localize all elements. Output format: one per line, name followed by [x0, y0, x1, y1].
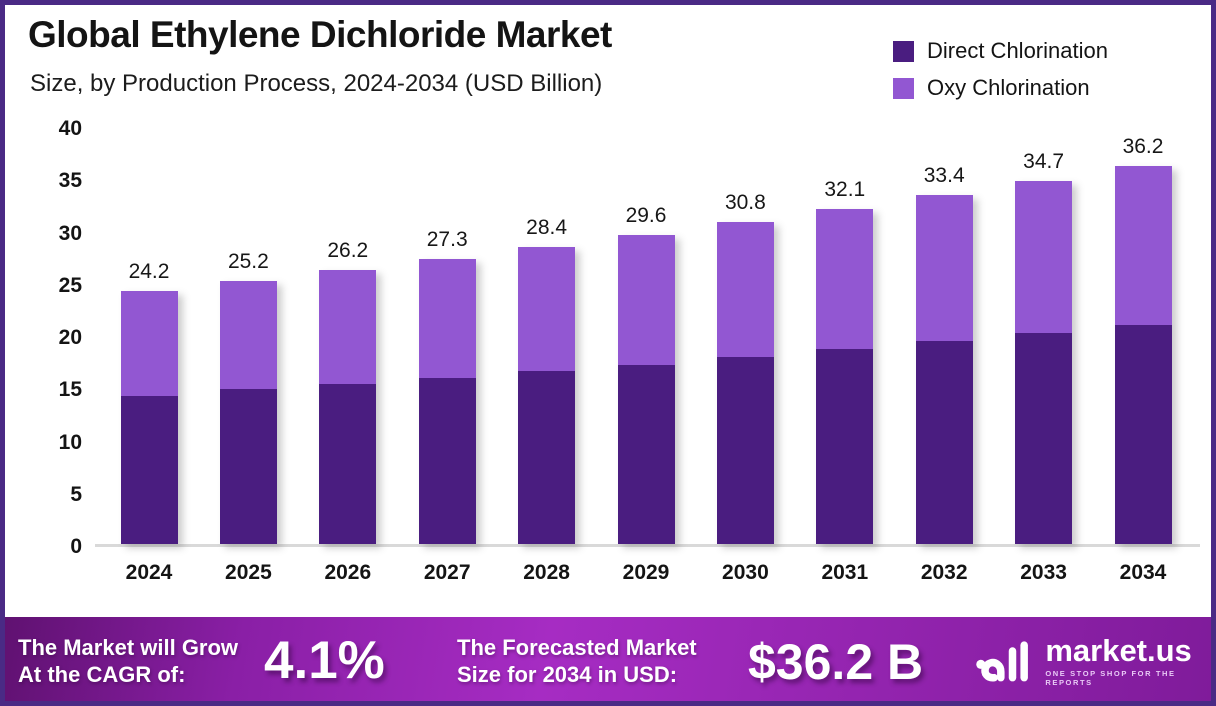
bar-2024-total-label: 24.2: [128, 260, 170, 284]
bar-2028-total-label: 28.4: [526, 216, 568, 240]
legend-label: Direct Chlorination: [927, 38, 1108, 63]
x-axis-tick-2032: 2032: [920, 561, 968, 584]
brand-logo: market.us ONE STOP SHOP FOR THE REPORTS: [975, 635, 1216, 687]
bar-2031-direct-chlorination-segment: [816, 348, 874, 544]
bar-2031-total-label: 32.1: [824, 177, 866, 201]
x-axis: 2024 2025 2026 2027 2028 2029 2030 2031 2032 2033…: [95, 561, 1200, 593]
plot-area: 24.2 25.2 26.2 27.3 28.4 29.6 30.8 32.1 33.4 34.7…: [95, 129, 1200, 547]
bar-2029-direct-chlorination-segment: [617, 365, 675, 544]
x-axis-tick-2027: 2027: [423, 561, 471, 584]
bar-2025-total-label: 25.2: [227, 249, 269, 273]
bar-2030-total-label: 30.8: [724, 191, 766, 215]
market-us-swirl-icon: [976, 641, 1028, 682]
bar-2027-total-label: 27.3: [426, 227, 468, 251]
y-axis-tick-35: 35: [58, 169, 82, 193]
bar-2028: [518, 247, 576, 544]
bar-2026: [319, 270, 377, 544]
x-axis-tick-2031: 2031: [821, 561, 869, 584]
bar-2025: [219, 280, 277, 544]
bar-2034-direct-chlorination-segment: [1114, 324, 1172, 544]
bar-2028-oxy-chlorination-segment: [518, 247, 576, 371]
y-axis-tick-40: 40: [58, 117, 82, 140]
x-axis-tick-2034: 2034: [1119, 561, 1167, 584]
x-axis-tick-2026: 2026: [324, 561, 372, 584]
y-axis: 0 5 10 15 20 25 30 35 40: [28, 117, 82, 558]
bar-2031: [816, 208, 874, 544]
bar-2030-oxy-chlorination-segment: [716, 222, 774, 357]
cagr-label-line2: At the CAGR of:: [18, 662, 186, 687]
bar-2033: [1015, 181, 1073, 544]
bar-2034: [1114, 165, 1172, 544]
bar-2033-oxy-chlorination-segment: [1015, 181, 1073, 333]
bar-2026-total-label: 26.2: [327, 239, 369, 263]
y-axis-tick-30: 30: [58, 221, 82, 245]
bar-2030: [716, 222, 774, 544]
bar-2029-oxy-chlorination-segment: [617, 234, 675, 366]
y-axis-tick-20: 20: [58, 326, 82, 349]
y-axis-tick-25: 25: [58, 273, 82, 297]
cagr-label: The Market will Grow At the CAGR of:: [18, 634, 238, 688]
forecast-label-line1: The Forecasted Market: [457, 635, 697, 660]
x-axis-tick-2033: 2033: [1020, 561, 1067, 584]
forecast-label-line2: Size for 2034 in USD:: [457, 662, 678, 687]
bar-2032-total-label: 33.4: [923, 163, 965, 187]
forecast-value: $36.2 B: [748, 634, 924, 690]
bar-2027: [418, 258, 476, 544]
x-axis-tick-2024: 2024: [125, 561, 173, 584]
bar-2031-oxy-chlorination-segment: [816, 208, 874, 349]
bar-2026-direct-chlorination-segment: [319, 384, 377, 544]
forecast-label: The Forecasted Market Size for 2034 in U…: [457, 634, 697, 688]
y-axis-tick-15: 15: [58, 378, 82, 402]
y-axis-tick-10: 10: [58, 430, 82, 454]
cagr-label-line1: The Market will Grow: [18, 635, 239, 660]
bar-2034-total-label: 36.2: [1122, 134, 1164, 158]
legend-label: Oxy Chlorination: [927, 75, 1090, 100]
bar-2028-direct-chlorination-segment: [518, 370, 576, 544]
bar-2030-direct-chlorination-segment: [716, 356, 774, 544]
legend-item-oxy-chlorination: Oxy Chlorination: [893, 75, 1108, 101]
bar-2034-oxy-chlorination-segment: [1114, 165, 1172, 325]
y-axis-tick-0: 0: [70, 535, 82, 558]
x-axis-tick-2028: 2028: [523, 561, 570, 584]
bar-2029: [617, 234, 675, 544]
bar-2024-direct-chlorination-segment: [120, 395, 178, 544]
chart-title: Global Ethylene Dichloride Market: [28, 14, 612, 55]
brand-name: market.us: [1045, 633, 1192, 668]
x-axis-tick-2030: 2030: [722, 561, 769, 584]
chart-subtitle: Size, by Production Process, 2024-2034 (…: [30, 70, 603, 97]
bar-2027-oxy-chlorination-segment: [418, 258, 476, 378]
x-axis-tick-2029: 2029: [622, 561, 670, 584]
bar-2026-oxy-chlorination-segment: [319, 270, 377, 385]
legend: Direct Chlorination Oxy Chlorination: [893, 38, 1108, 101]
bar-2025-direct-chlorination-segment: [219, 389, 277, 544]
bar-2024-oxy-chlorination-segment: [120, 291, 178, 396]
brand-tagline: ONE STOP SHOP FOR THE REPORTS: [1045, 669, 1176, 687]
bar-2032-direct-chlorination-segment: [915, 341, 973, 544]
bar-2024: [120, 291, 178, 544]
bar-2032-oxy-chlorination-segment: [915, 194, 973, 342]
legend-swatch-oxy-icon: [893, 77, 914, 99]
bar-2029-total-label: 29.6: [625, 203, 667, 227]
bar-2033-direct-chlorination-segment: [1015, 332, 1073, 544]
legend-swatch-direct-icon: [893, 40, 914, 62]
legend-item-direct-chlorination: Direct Chlorination: [893, 38, 1108, 64]
cagr-value: 4.1%: [264, 631, 385, 690]
bar-2033-total-label: 34.7: [1023, 150, 1065, 174]
bar-2025-oxy-chlorination-segment: [219, 280, 277, 390]
y-axis-tick-5: 5: [70, 482, 82, 506]
footer-banner: The Market will Grow At the CAGR of: 4.1…: [0, 617, 1216, 706]
bar-2027-direct-chlorination-segment: [418, 377, 476, 544]
bar-2032: [915, 194, 973, 544]
brand-text: market.us ONE STOP SHOP FOR THE REPORTS: [1045, 633, 1216, 688]
x-axis-tick-2025: 2025: [225, 561, 272, 584]
